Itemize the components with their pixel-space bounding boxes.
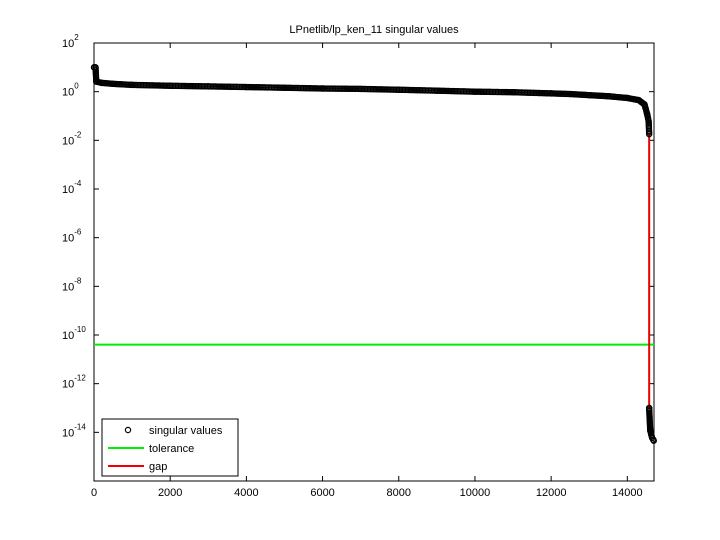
data-point: [635, 96, 642, 104]
x-tick-label: 14000: [612, 487, 643, 499]
x-tick-label: 2000: [158, 487, 182, 499]
chart-title: LPnetlib/lp_ken_11 singular values: [289, 24, 459, 36]
data-point: [566, 90, 574, 98]
data-point: [624, 94, 631, 102]
data-point: [645, 404, 653, 412]
x-tick-label: 0: [91, 487, 97, 499]
data-point: [128, 81, 136, 89]
data-point: [92, 64, 99, 71]
data-point: [357, 85, 364, 93]
x-tick-label: 12000: [536, 487, 567, 499]
axes-box: [93, 42, 655, 482]
data-point: [433, 87, 441, 94]
y-tick-label: 10-8: [62, 276, 82, 293]
legend-label: singular values: [149, 425, 223, 437]
data-point: [646, 427, 654, 434]
x-tick-label: 8000: [387, 487, 411, 499]
plot-area: 0 2000 4000 6000 8000 10000 12000 14000 102 100 10…: [62, 33, 657, 499]
y-tick-label: 10-6: [62, 228, 82, 245]
legend-marker-singular-values: [124, 426, 132, 434]
legend-label: gap: [149, 461, 167, 473]
data-point: [281, 84, 288, 91]
data-point: [509, 89, 517, 96]
singular-values-series: [90, 64, 657, 444]
x-tick-label: 10000: [460, 487, 491, 499]
data-point: [109, 80, 117, 88]
data-point: [645, 130, 653, 138]
legend-label: tolerance: [149, 443, 194, 455]
y-tick-label: 100: [62, 82, 79, 99]
y-tick-label: 10-10: [62, 325, 86, 342]
data-point: [98, 79, 105, 87]
y-tick-label: 10-14: [62, 422, 86, 439]
x-tick-label: 6000: [310, 487, 334, 499]
data-point: [605, 93, 612, 100]
data-point: [547, 90, 555, 97]
data-point: [166, 82, 174, 89]
data-point: [243, 83, 250, 91]
y-tick-label: 102: [62, 33, 79, 50]
data-point: [471, 88, 479, 95]
y-tick-label: 10-12: [62, 374, 86, 391]
data-point: [641, 101, 648, 108]
legend: singular values tolerance gap: [101, 418, 239, 477]
data-point: [319, 85, 326, 92]
data-point: [643, 110, 651, 118]
y-tick-label: 10-4: [62, 179, 82, 196]
x-tick-label: 4000: [234, 487, 258, 499]
data-point: [645, 118, 652, 125]
data-point: [650, 437, 657, 444]
data-point: [586, 91, 593, 99]
y-tick-label: 10-2: [62, 130, 82, 147]
data-point: [395, 86, 402, 93]
data-point: [205, 83, 212, 90]
